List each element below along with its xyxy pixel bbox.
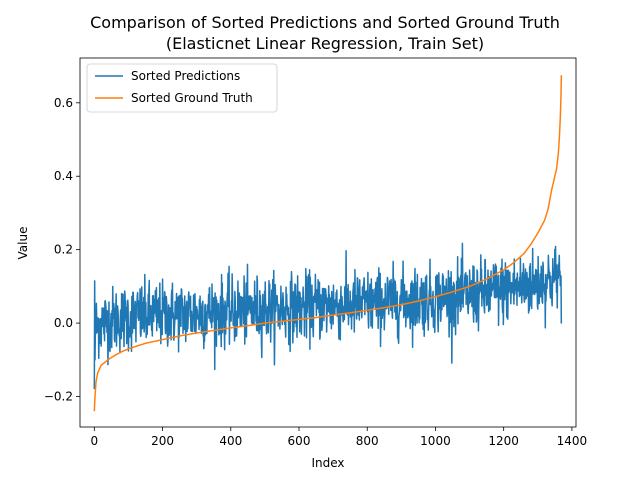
series-line-ground-truth	[93, 75, 563, 412]
legend-box	[86, 63, 278, 113]
y-tick-label: 0.2	[54, 243, 73, 257]
x-tick-label: 1400	[557, 434, 588, 448]
y-tick-label: 0.4	[54, 169, 73, 183]
legend-label-ground-truth: Sorted Ground Truth	[131, 91, 253, 105]
y-tick-label: −0.2	[44, 390, 73, 404]
series-line-predictions	[93, 242, 563, 390]
x-axis-label: Index	[311, 456, 344, 470]
chart-subtitle: (Elasticnet Linear Regression, Train Set…	[166, 34, 484, 53]
legend-label-predictions: Sorted Predictions	[131, 69, 240, 83]
x-tick-label: 600	[288, 434, 311, 448]
y-tick-label: 0.0	[54, 316, 73, 330]
x-tick-label: 0	[91, 434, 99, 448]
x-tick-label: 800	[356, 434, 379, 448]
y-axis-label: Value	[16, 227, 30, 260]
x-tick-label: 400	[219, 434, 242, 448]
series-layer	[93, 75, 563, 412]
x-axis: 0 200 400 600 800 1000 1200 1400	[91, 427, 588, 448]
x-tick-label: 1200	[488, 434, 519, 448]
y-axis: −0.2 0.0 0.2 0.4 0.6	[44, 96, 80, 404]
x-tick-label: 200	[151, 434, 174, 448]
chart-title: Comparison of Sorted Predictions and Sor…	[90, 13, 560, 32]
plot-area-frame	[79, 57, 577, 428]
legend: Sorted Predictions Sorted Ground Truth	[86, 63, 278, 113]
x-tick-label: 1000	[420, 434, 451, 448]
y-tick-label: 0.6	[54, 96, 73, 110]
